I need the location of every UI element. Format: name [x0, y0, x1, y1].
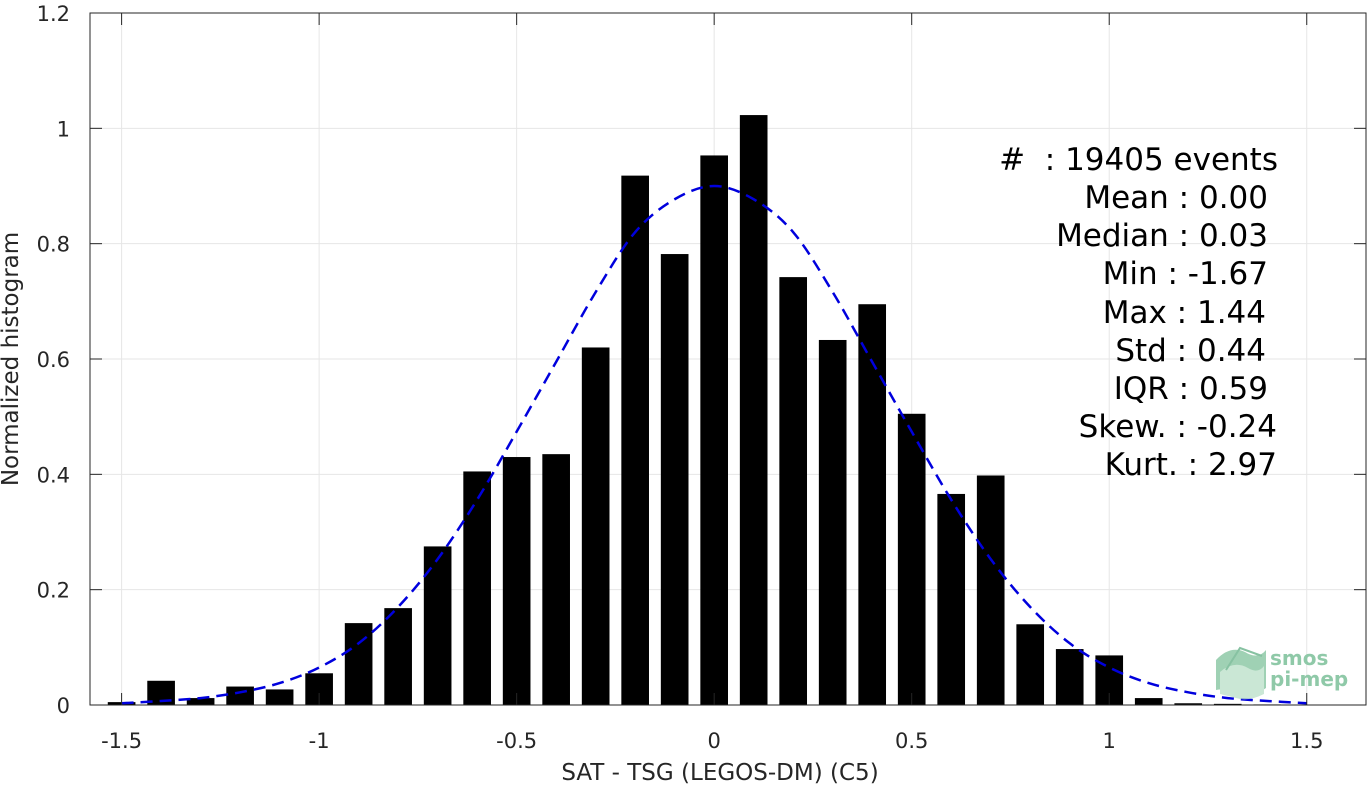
histogram-bar [502, 457, 531, 705]
histogram-bar [384, 608, 412, 705]
histogram-bar [779, 277, 808, 705]
histogram-bar [739, 115, 768, 705]
stat-kurt: Kurt. : 2.97 [1105, 447, 1277, 483]
histogram-bar [621, 175, 649, 705]
histogram-bar [1055, 649, 1084, 705]
y-tick-label: 0 [57, 694, 70, 718]
histogram-bar [700, 155, 728, 706]
histogram-bar [1134, 698, 1163, 705]
x-axis-label: SAT - TSG (LEGOS-DM) (C5) [561, 760, 878, 785]
stat-std: Std : 0.44 [1115, 333, 1266, 369]
y-tick-label: 0.6 [37, 348, 70, 372]
stat-iqr: IQR : 0.59 [1114, 371, 1268, 407]
histogram-bar [542, 454, 570, 705]
x-tick-label: -1 [309, 729, 330, 753]
x-tick-label: 0 [707, 729, 720, 753]
x-tick-label: -1.5 [101, 729, 142, 753]
histogram-bar [897, 413, 926, 705]
y-tick-label: 1 [57, 117, 70, 141]
x-tick-label: -0.5 [496, 729, 537, 753]
histogram-bar [581, 347, 610, 705]
stat-skew: Skew. : -0.24 [1079, 409, 1277, 445]
histogram-bar [818, 339, 847, 705]
x-tick-labels: -1.5 -1 -0.5 0 0.5 1 1.5 [101, 729, 1323, 753]
x-tick-label: 1 [1103, 729, 1116, 753]
y-tick-label: 0.2 [37, 579, 70, 603]
histogram-bar [344, 623, 373, 705]
logo-line-pimep: pi-mep [1270, 667, 1348, 691]
stat-max: Max : 1.44 [1103, 295, 1266, 331]
normal-fit-line [121, 184, 1307, 705]
y-tick-label: 0.8 [37, 233, 70, 257]
y-tick-labels: 0 0.2 0.4 0.6 0.8 1 1.2 [37, 2, 70, 718]
histogram-bar [1016, 624, 1045, 705]
y-axis-label: Normalized histogram [0, 232, 24, 486]
histogram-bar [463, 471, 491, 705]
histogram-bar [1213, 703, 1242, 705]
histogram-bar [660, 254, 689, 705]
axes [89, 12, 1367, 706]
smos-pimep-logo: smos pi-mep [1216, 646, 1348, 700]
x-tick-label: 1.5 [1290, 729, 1323, 753]
stat-events: # : 19405 events [999, 142, 1278, 178]
stat-median: Median : 0.03 [1056, 218, 1268, 254]
stat-min: Min : -1.67 [1103, 256, 1268, 292]
stat-mean: Mean : 0.00 [1084, 180, 1268, 216]
bars [107, 115, 1282, 706]
logo-wave-graphic [1216, 646, 1266, 700]
stats-annotation: # : 19405 events Mean : 0.00 Median : 0.… [999, 142, 1278, 483]
histogram-bar [858, 304, 887, 705]
histogram-bar [937, 493, 966, 705]
logo-line-smos: smos [1270, 646, 1328, 670]
x-tick-label: 0.5 [895, 729, 928, 753]
histogram-bar [265, 689, 294, 705]
histogram-bar [976, 475, 1005, 705]
histogram-bar [226, 686, 254, 705]
y-tick-label: 0.4 [37, 463, 70, 487]
y-tick-label: 1.2 [37, 2, 70, 26]
histogram-bar [1174, 703, 1203, 705]
histogram-bar [186, 698, 215, 705]
